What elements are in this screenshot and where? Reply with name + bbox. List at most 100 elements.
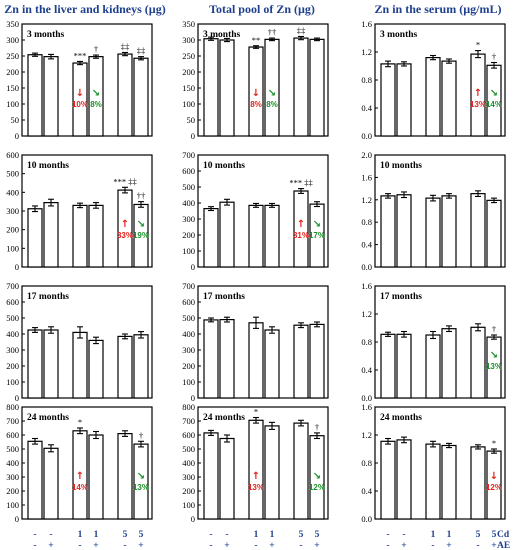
- y-tick-label: 100: [6, 243, 19, 253]
- bar-chart-panel: 0 100 200 300 400 500 600 700 17 months: [6, 281, 153, 403]
- cd-dose-label: -: [402, 530, 405, 540]
- significance-mark: ‡‡: [137, 46, 146, 56]
- ae-label: +: [491, 541, 496, 550]
- y-tick-label: 500: [6, 313, 19, 323]
- y-tick-label: 300: [182, 35, 195, 45]
- bar: [117, 335, 133, 399]
- y-tick-label: 1.2: [361, 195, 372, 205]
- panel-label: 24 months: [27, 413, 69, 423]
- ae-label: +: [93, 541, 98, 550]
- percent-change-label: 8%: [266, 100, 278, 109]
- panel-label: 10 months: [27, 161, 69, 171]
- percent-change-label: 12%: [309, 483, 325, 492]
- bar: [219, 437, 235, 520]
- bar: [43, 447, 59, 520]
- y-tick-label: 700: [6, 281, 19, 291]
- y-tick-label: 300: [6, 472, 19, 482]
- panel-label: 3 months: [380, 30, 418, 40]
- y-tick-label: 700: [182, 281, 195, 291]
- y-tick-label: 100: [182, 99, 195, 109]
- bar: [264, 329, 280, 399]
- bar-chart-panel: 0 100 200 300 400 500 600 700 17 months: [182, 281, 329, 403]
- y-tick-label: 0.4: [361, 365, 372, 375]
- y-tick-label: 0: [15, 393, 19, 403]
- change-arrow-icon: ↘: [92, 88, 100, 99]
- bar: [219, 201, 235, 268]
- y-tick-label: 700: [182, 150, 195, 160]
- panel-label: 17 months: [27, 292, 69, 302]
- ae-label: -: [33, 541, 36, 550]
- change-arrow-icon: ↑: [121, 219, 129, 230]
- change-arrow-icon: ↘: [313, 471, 321, 482]
- y-tick-label: 300: [182, 472, 195, 482]
- percent-change-label: 13%: [133, 483, 149, 492]
- y-tick-label: 1.6: [361, 19, 372, 29]
- y-tick-label: 100: [6, 99, 19, 109]
- column-title-liver-kidneys: Zn in the liver and kidneys (µg): [4, 2, 165, 16]
- percent-change-label: 19%: [133, 231, 149, 240]
- y-tick-label: 0.4: [361, 240, 372, 250]
- bar: [117, 53, 133, 137]
- y-tick-label: 300: [182, 214, 195, 224]
- y-tick-label: 1.2: [361, 309, 372, 319]
- ae-label: -: [123, 541, 126, 550]
- bar: [441, 195, 457, 268]
- y-tick-label: 200: [182, 230, 195, 240]
- change-arrow-icon: ↘: [490, 350, 498, 361]
- y-tick-label: 50: [11, 115, 20, 125]
- y-tick-label: 600: [182, 297, 195, 307]
- bar-chart-panel: 0 100 200 300 400 500 600 700 800 24 months * † ↑14%…: [6, 402, 153, 524]
- bar: [88, 204, 104, 268]
- bar: [88, 434, 104, 520]
- ae-label: -: [386, 541, 389, 550]
- y-tick-label: 100: [182, 377, 195, 387]
- percent-change-label: 13%: [470, 100, 486, 109]
- significance-mark: ‡‡: [297, 25, 306, 35]
- y-tick-label: 0: [191, 131, 195, 141]
- cd-dose-label: 5: [139, 530, 144, 540]
- ae-label: -: [476, 541, 479, 550]
- ae-label: +: [48, 541, 53, 550]
- bar: [43, 202, 59, 268]
- significance-mark: †: [492, 324, 496, 334]
- y-tick-label: 0: [15, 514, 19, 524]
- significance-mark: *: [78, 417, 82, 427]
- y-tick-label: 600: [182, 430, 195, 440]
- y-tick-label: 200: [6, 225, 19, 235]
- cd-dose-label: 5: [476, 530, 481, 540]
- ae-label: +: [314, 541, 319, 550]
- bar: [27, 329, 43, 399]
- bar: [117, 433, 133, 520]
- bar: [441, 444, 457, 520]
- cd-dose-label: 1: [447, 530, 452, 540]
- percent-change-label: 14%: [486, 100, 502, 109]
- y-tick-label: 800: [182, 402, 195, 412]
- group-labels: ---+1-1+5-5+---+1-1+5-5+---+1-1+5-5+: [33, 530, 496, 550]
- bar: [425, 56, 441, 137]
- bar: [72, 204, 88, 268]
- ae-label: -: [78, 541, 81, 550]
- bar: [293, 422, 309, 520]
- y-tick-label: 800: [6, 402, 19, 412]
- y-tick-label: 0.8: [361, 458, 372, 468]
- y-tick-label: 2.0: [361, 150, 372, 160]
- bar-chart-panel: 0.0 0.4 0.8 1.2 1.6 17 months † ↘13%: [361, 281, 506, 403]
- percent-change-label: 12%: [486, 483, 502, 492]
- cd-row-label: Cd: [497, 530, 510, 540]
- bar: [309, 323, 325, 399]
- cd-dose-label: -: [33, 530, 36, 540]
- bar: [88, 339, 104, 399]
- change-arrow-icon: ↘: [490, 88, 498, 99]
- panel-label: 17 months: [203, 292, 245, 302]
- cd-dose-label: 1: [94, 530, 99, 540]
- y-tick-label: 1.2: [361, 47, 372, 57]
- y-tick-label: 500: [6, 444, 19, 454]
- y-tick-label: 300: [182, 345, 195, 355]
- y-tick-label: 700: [6, 416, 19, 426]
- bar: [203, 432, 219, 520]
- percent-change-label: 10%: [72, 100, 88, 109]
- bar: [470, 326, 486, 399]
- y-tick-label: 1.2: [361, 430, 372, 440]
